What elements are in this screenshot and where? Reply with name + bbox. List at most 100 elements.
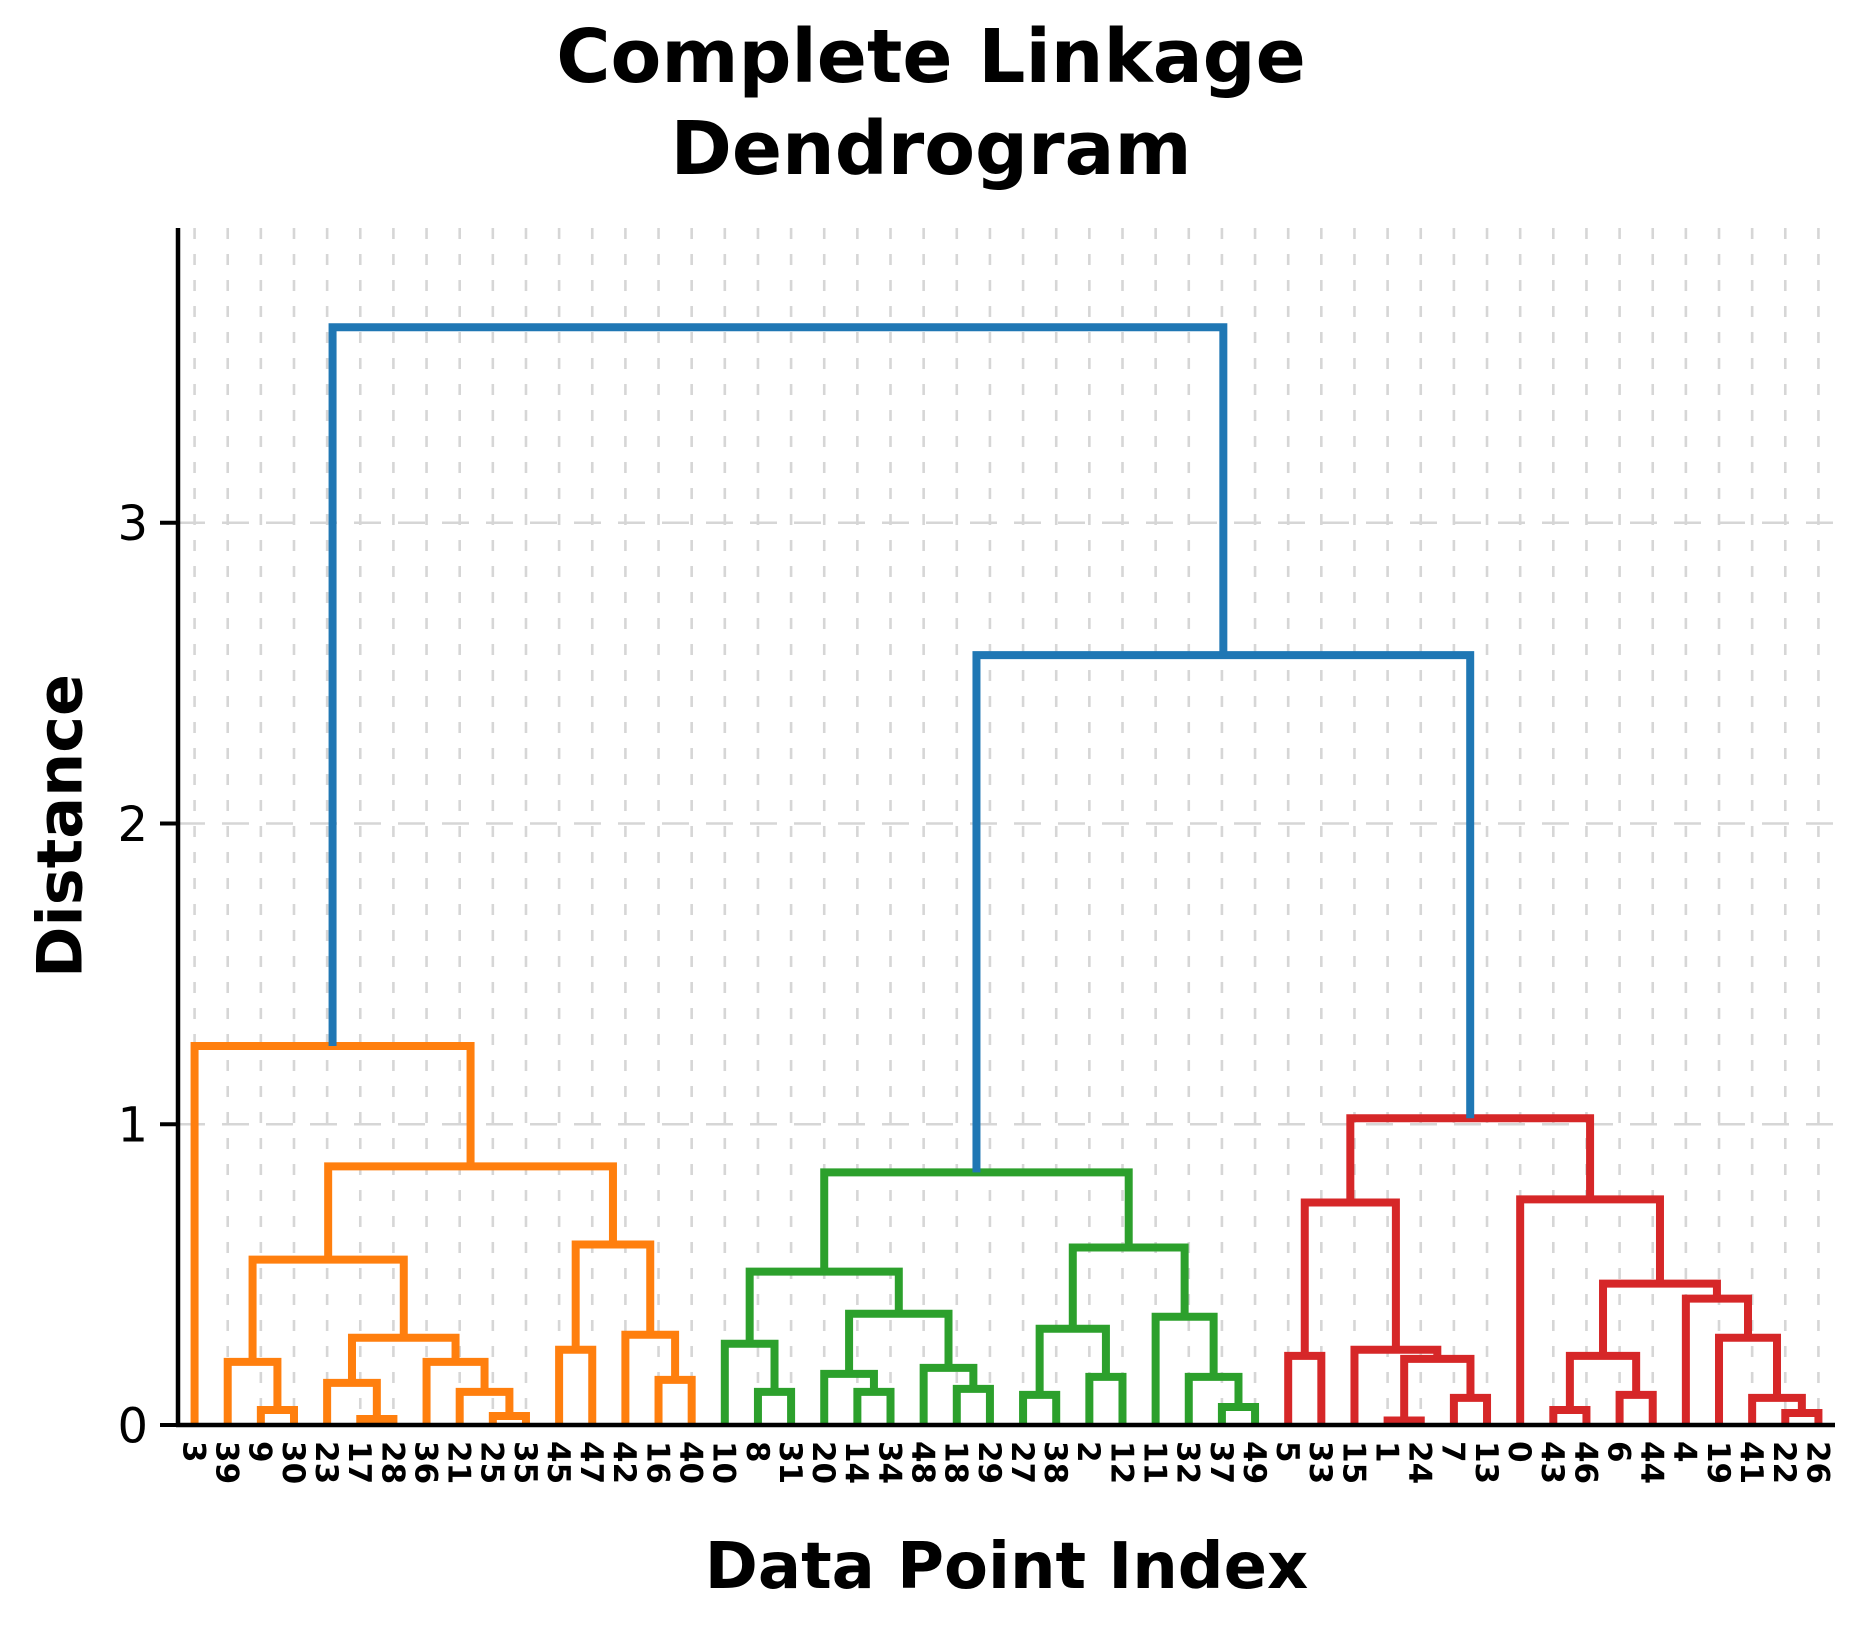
dendrogram-link bbox=[952, 1384, 994, 1425]
x-tick-label: 23 bbox=[308, 1441, 344, 1484]
dendrogram-link bbox=[1085, 1372, 1127, 1425]
dendrogram-links bbox=[190, 323, 1823, 1425]
x-tick-label: 4 bbox=[1667, 1441, 1703, 1463]
dendrogram-link bbox=[324, 1162, 617, 1260]
dendrogram-link bbox=[1549, 1405, 1591, 1425]
dendrogram-link bbox=[488, 1411, 530, 1425]
y-tick-label: 2 bbox=[117, 797, 148, 853]
x-tick-label: 32 bbox=[1170, 1441, 1206, 1484]
dendrogram-link bbox=[853, 1387, 895, 1425]
x-tick-label: 34 bbox=[871, 1441, 907, 1484]
x-tick-labels: 3399302317283621253545474216401083120143… bbox=[175, 1441, 1835, 1484]
y-axis-label: Distance bbox=[23, 673, 97, 979]
x-tick-label: 0 bbox=[1501, 1441, 1537, 1463]
x-tick-label: 45 bbox=[540, 1441, 576, 1484]
dendrogram-link bbox=[753, 1387, 796, 1425]
x-tick-label: 2 bbox=[1070, 1441, 1106, 1463]
x-tick-label: 40 bbox=[673, 1441, 709, 1484]
dendrogram-link bbox=[571, 1240, 655, 1350]
x-tick-label: 39 bbox=[209, 1441, 245, 1484]
dendrogram-link bbox=[1151, 1312, 1218, 1425]
x-tick-label: 26 bbox=[1799, 1441, 1835, 1484]
x-tick-label: 41 bbox=[1733, 1441, 1769, 1484]
y-tick-label: 1 bbox=[117, 1098, 148, 1154]
x-tick-label: 25 bbox=[474, 1441, 510, 1484]
x-tick-label: 18 bbox=[938, 1441, 974, 1484]
x-tick-label: 28 bbox=[374, 1441, 410, 1484]
dendrogram-link bbox=[972, 651, 1475, 1173]
x-tick-label: 3 bbox=[175, 1441, 211, 1463]
dendrogram-link bbox=[820, 1369, 878, 1425]
x-tick-label: 5 bbox=[1269, 1441, 1305, 1463]
dendrogram-link bbox=[1284, 1351, 1326, 1425]
x-tick-label: 20 bbox=[805, 1441, 841, 1484]
x-tick-label: 14 bbox=[838, 1441, 874, 1484]
x-tick-label: 27 bbox=[1004, 1441, 1040, 1484]
x-tick-label: 29 bbox=[971, 1441, 1007, 1484]
x-tick-label: 24 bbox=[1402, 1441, 1438, 1484]
x-tick-label: 33 bbox=[1302, 1441, 1338, 1484]
axes bbox=[175, 228, 1835, 1428]
x-axis-label: Data Point Index bbox=[704, 1530, 1309, 1604]
x-tick-label: 30 bbox=[275, 1441, 311, 1484]
x-tick-label: 17 bbox=[341, 1441, 377, 1484]
dendrogram-link bbox=[223, 1357, 282, 1425]
x-tick-label: 31 bbox=[772, 1441, 808, 1484]
dendrogram-link bbox=[1599, 1279, 1721, 1356]
x-tick-label: 48 bbox=[904, 1441, 940, 1484]
dendrogram-link bbox=[745, 1267, 903, 1344]
gridlines bbox=[178, 228, 1835, 1425]
dendrogram-link bbox=[720, 1339, 779, 1425]
x-tick-label: 21 bbox=[441, 1441, 477, 1484]
dendrogram-link bbox=[248, 1255, 408, 1362]
x-tick-label: 36 bbox=[407, 1441, 443, 1484]
dendrogram-link bbox=[1068, 1243, 1189, 1329]
x-tick-label: 35 bbox=[507, 1441, 543, 1484]
x-tick-label: 47 bbox=[573, 1441, 609, 1484]
x-tick-label: 42 bbox=[606, 1441, 642, 1484]
chart-title: Complete Linkage Dendrogram bbox=[556, 14, 1306, 192]
dendrogram-link bbox=[1346, 1114, 1595, 1203]
dendrogram-link bbox=[1217, 1402, 1260, 1425]
dendrogram-link bbox=[1565, 1351, 1641, 1410]
x-tick-label: 22 bbox=[1766, 1441, 1802, 1484]
x-tick-label: 1 bbox=[1368, 1441, 1404, 1463]
x-tick-label: 37 bbox=[1203, 1441, 1239, 1484]
x-tick-label: 9 bbox=[242, 1441, 278, 1463]
x-tick-label: 8 bbox=[739, 1441, 775, 1463]
dendrogram-link bbox=[1184, 1372, 1243, 1425]
x-tick-label: 13 bbox=[1468, 1441, 1504, 1484]
x-tick-label: 38 bbox=[1037, 1441, 1073, 1484]
dendrogram-link bbox=[328, 323, 1228, 1047]
x-tick-label: 12 bbox=[1103, 1441, 1139, 1484]
dendrogram-link bbox=[256, 1405, 298, 1425]
x-tick-label: 11 bbox=[1136, 1441, 1172, 1484]
y-tick-label: 0 bbox=[117, 1398, 148, 1454]
dendrogram-link bbox=[1615, 1390, 1657, 1425]
dendrogram-link bbox=[555, 1345, 597, 1425]
dendrogram-link bbox=[919, 1363, 978, 1425]
dendrogram-link bbox=[820, 1168, 1133, 1272]
x-tick-label: 46 bbox=[1567, 1441, 1603, 1484]
dendrogram-link bbox=[1449, 1393, 1492, 1425]
dendrogram-link bbox=[654, 1375, 696, 1425]
x-tick-label: 44 bbox=[1634, 1441, 1670, 1484]
x-tick-label: 10 bbox=[706, 1441, 742, 1484]
x-tick-label: 19 bbox=[1700, 1441, 1736, 1484]
dendrogram-link bbox=[1383, 1416, 1425, 1425]
x-tick-label: 49 bbox=[1236, 1441, 1272, 1484]
dendrogram-link bbox=[1715, 1333, 1782, 1425]
dendrogram-link bbox=[1019, 1390, 1061, 1425]
dendrogram-link bbox=[1035, 1324, 1110, 1395]
x-tick-label: 6 bbox=[1600, 1441, 1636, 1463]
y-tick-labels: 0 1 2 3 bbox=[117, 496, 178, 1454]
dendrogram-link bbox=[455, 1387, 514, 1425]
x-tick-label: 43 bbox=[1534, 1441, 1570, 1484]
dendrogram-link bbox=[1300, 1198, 1400, 1356]
x-tick-label: 7 bbox=[1435, 1441, 1471, 1463]
dendrogram-link bbox=[1400, 1354, 1475, 1421]
x-tick-label: 15 bbox=[1335, 1441, 1371, 1484]
x-tick-label: 16 bbox=[639, 1441, 675, 1484]
dendrogram-link bbox=[1781, 1408, 1823, 1425]
